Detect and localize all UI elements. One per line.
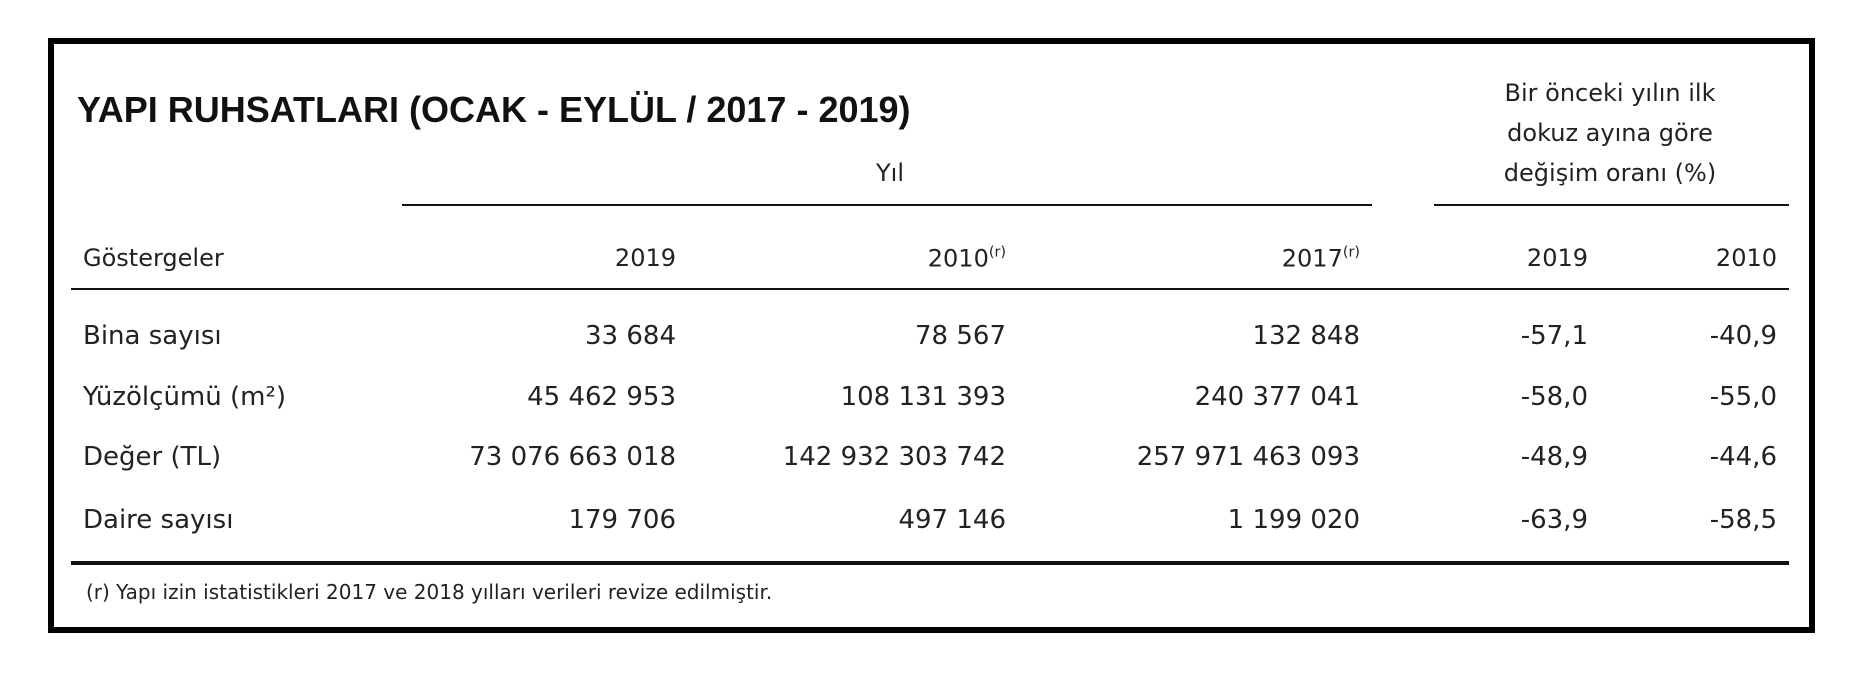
- cell: -55,0: [1709, 382, 1777, 412]
- cell: 33 684: [585, 321, 676, 351]
- rule: [71, 288, 1789, 290]
- column-note: (r): [1342, 244, 1360, 261]
- footnote: (r) Yapı izin istatistikleri 2017 ve 201…: [86, 580, 773, 604]
- column-header: 2017(r): [1281, 244, 1360, 273]
- title: YAPI RUHSATLARI (OCAK - EYLÜL / 2017 - 2…: [77, 89, 911, 130]
- cell: -44,6: [1709, 442, 1777, 472]
- column-header: 2019: [1526, 244, 1588, 272]
- row-label: Daire sayısı: [83, 505, 234, 535]
- frame: [48, 38, 1815, 633]
- cell: -58,0: [1520, 382, 1588, 412]
- cell: 1 199 020: [1227, 505, 1360, 535]
- change-group-line: dokuz ayına göre: [1507, 119, 1713, 147]
- cell: 45 462 953: [527, 382, 676, 412]
- rule: [71, 561, 1789, 565]
- year-group: Yıl: [876, 159, 904, 187]
- row-label: Yüzölçümü (m²): [83, 382, 287, 412]
- cell: 240 377 041: [1194, 382, 1360, 412]
- column-header: 2019: [614, 244, 676, 272]
- row-label: Değer (TL): [83, 442, 222, 472]
- cell: -40,9: [1709, 321, 1777, 351]
- column-header: 2010(r): [927, 244, 1006, 273]
- cell: 73 076 663 018: [469, 442, 676, 472]
- cell: -48,9: [1520, 442, 1588, 472]
- cell: 257 971 463 093: [1136, 442, 1360, 472]
- column-header: Göstergeler: [83, 244, 224, 272]
- row-label: Bina sayısı: [83, 321, 222, 351]
- rule: [1434, 204, 1789, 206]
- change-group-line: Bir önceki yılın ilk: [1504, 79, 1716, 107]
- column-note: (r): [988, 244, 1006, 261]
- rule: [402, 204, 1372, 206]
- column-header: 2010: [1715, 244, 1777, 272]
- cell: -57,1: [1520, 321, 1588, 351]
- change-group-line: değişim oranı (%): [1503, 159, 1717, 187]
- cell: 142 932 303 742: [782, 442, 1006, 472]
- cell: 108 131 393: [840, 382, 1006, 412]
- cell: -58,5: [1709, 505, 1777, 535]
- cell: -63,9: [1520, 505, 1588, 535]
- cell: 132 848: [1252, 321, 1360, 351]
- cell: 497 146: [898, 505, 1006, 535]
- cell: 78 567: [915, 321, 1006, 351]
- cell: 179 706: [568, 505, 676, 535]
